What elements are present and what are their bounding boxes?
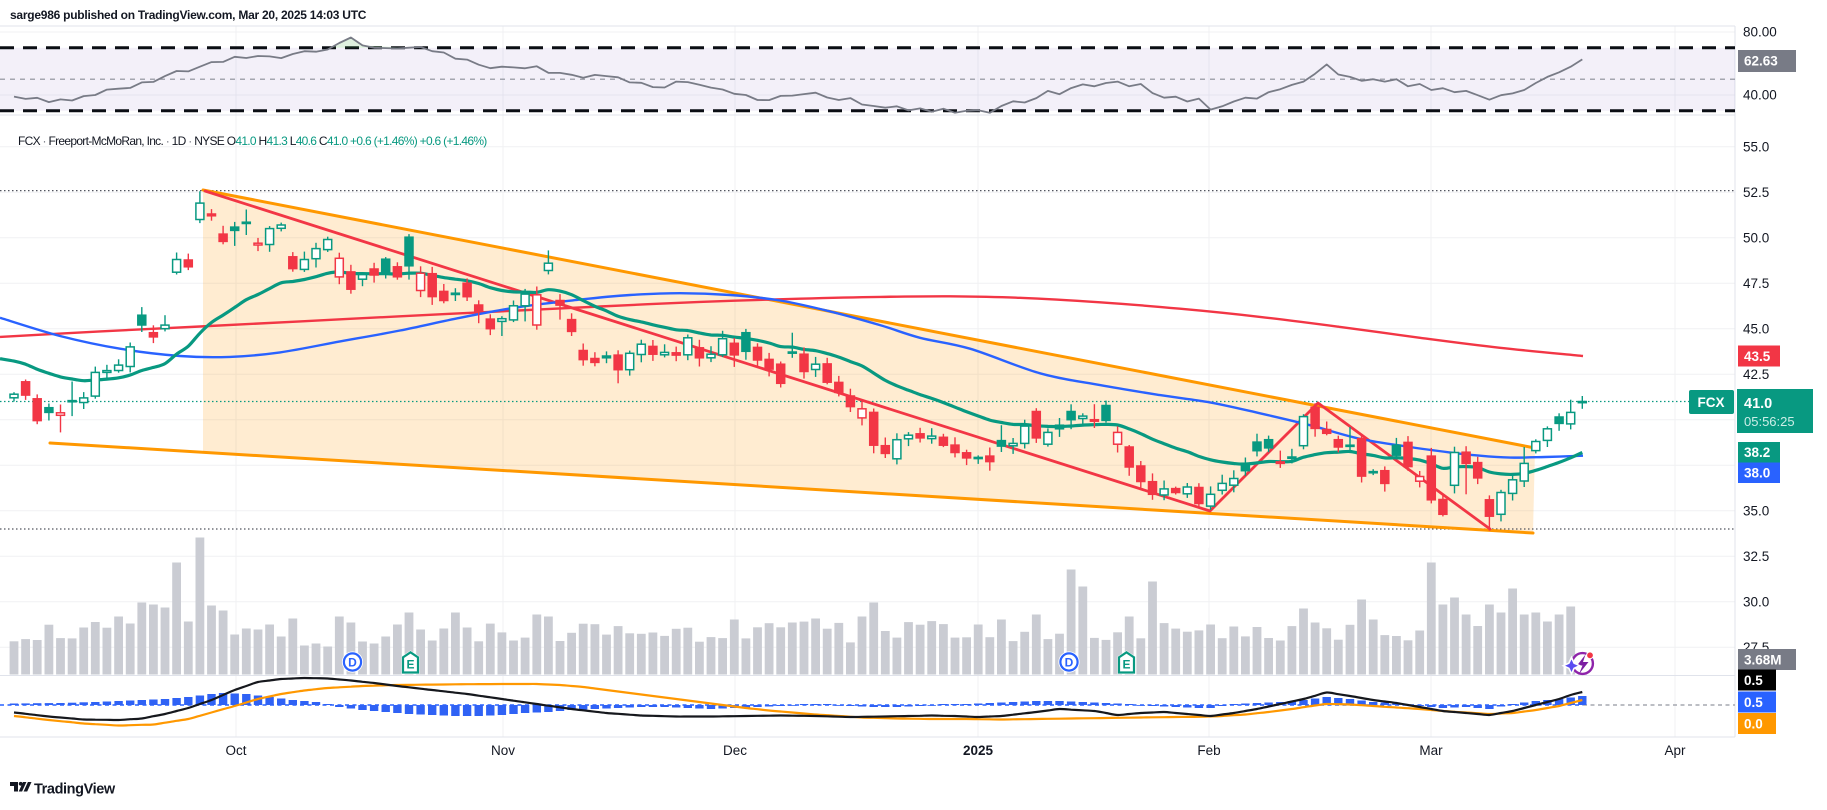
- svg-text:Falling Wedge: Falling Wedge: [1170, 536, 1255, 550]
- svg-text:40.00: 40.00: [1743, 88, 1777, 103]
- svg-text:52.5: 52.5: [1743, 185, 1769, 200]
- svg-text:45.0: 45.0: [1743, 321, 1769, 336]
- svg-text:0.5: 0.5: [1744, 673, 1763, 688]
- svg-text:E: E: [1122, 658, 1130, 672]
- svg-text:Feb: Feb: [1197, 743, 1220, 758]
- svg-text:42.5: 42.5: [1743, 367, 1769, 382]
- svg-text:05:56:25: 05:56:25: [1744, 414, 1795, 429]
- svg-text:38.0: 38.0: [1744, 466, 1770, 481]
- svg-text:D: D: [348, 655, 357, 669]
- svg-text:FCX · Freeport-McMoRan, Inc. ·: FCX · Freeport-McMoRan, Inc. · 1D · NYSE…: [18, 134, 487, 148]
- svg-text:D: D: [1065, 655, 1074, 669]
- svg-text:62.63: 62.63: [1744, 54, 1778, 69]
- svg-text:Mar: Mar: [1419, 743, 1443, 758]
- svg-text:55.0: 55.0: [1743, 139, 1769, 154]
- svg-text:Dec: Dec: [723, 743, 747, 758]
- svg-text:47.5: 47.5: [1743, 276, 1769, 291]
- svg-text:50.0: 50.0: [1743, 230, 1769, 245]
- svg-text:Apr: Apr: [1664, 743, 1686, 758]
- svg-text:FCX: FCX: [1698, 395, 1725, 410]
- svg-text:0.5: 0.5: [1744, 695, 1763, 710]
- svg-text:TradingView: TradingView: [34, 782, 116, 798]
- svg-text:E: E: [406, 658, 414, 672]
- svg-text:32.5: 32.5: [1743, 549, 1769, 564]
- svg-text:35.0: 35.0: [1743, 503, 1769, 518]
- svg-text:3.68M: 3.68M: [1744, 653, 1782, 668]
- svg-text:43.5: 43.5: [1744, 349, 1771, 364]
- svg-text:0.0: 0.0: [1744, 717, 1763, 732]
- svg-text:30.0: 30.0: [1743, 594, 1769, 609]
- svg-text:80.00: 80.00: [1743, 25, 1777, 40]
- svg-text:41.0: 41.0: [1744, 396, 1772, 412]
- svg-text:38.2: 38.2: [1744, 445, 1770, 460]
- svg-text:sarge986 published on TradingV: sarge986 published on TradingView.com, M…: [10, 8, 367, 22]
- svg-text:Oct: Oct: [225, 743, 246, 758]
- svg-text:2025: 2025: [963, 743, 994, 758]
- svg-text:Nov: Nov: [491, 743, 515, 758]
